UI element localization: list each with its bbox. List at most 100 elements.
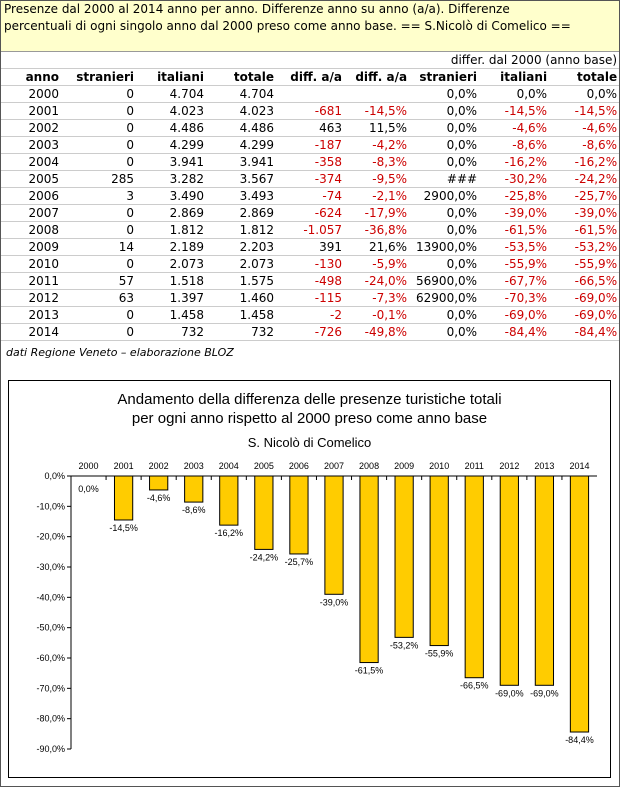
x-tick-label: 2010 xyxy=(429,461,449,471)
table-cell: -69,0% xyxy=(479,306,550,324)
table-cell: 2.203 xyxy=(206,238,276,256)
table-cell: -4,2% xyxy=(344,136,410,154)
column-header: totale xyxy=(206,68,276,86)
table-cell: -187 xyxy=(276,136,344,154)
table-cell: ### xyxy=(409,170,480,188)
table-row: 2013 0 1.458 1.458 -2 -0,1% 0,0% -69,0% -69,0% xyxy=(1,306,620,324)
data-label: -39,0% xyxy=(320,597,349,607)
table-cell: 0,0% xyxy=(409,85,480,103)
bar xyxy=(219,475,239,526)
table-cell: 0 xyxy=(61,119,136,137)
table-cell: -53,5% xyxy=(479,238,550,256)
table-cell: -9,5% xyxy=(344,170,410,188)
table-cell: 285 xyxy=(61,170,136,188)
data-label: -14,5% xyxy=(109,523,138,533)
table-cell: 1.575 xyxy=(206,272,276,290)
x-tick-label: 2014 xyxy=(569,461,589,471)
table-cell: -53,2% xyxy=(549,238,620,256)
bar xyxy=(534,475,555,686)
table-cell: 0,0% xyxy=(409,221,480,239)
table-cell: 0 xyxy=(61,323,136,341)
bar xyxy=(184,475,204,503)
data-label: -61,5% xyxy=(355,666,384,676)
table-cell: -49,8% xyxy=(344,323,410,341)
header-line-2: percentuali di ogni singolo anno dal 200… xyxy=(4,19,571,33)
table-cell: -17,9% xyxy=(344,204,410,222)
table-cell: -84,4% xyxy=(549,323,620,341)
header-line-1: Presenze dal 2000 al 2014 anno per anno.… xyxy=(4,2,510,16)
table-cell: 0 xyxy=(61,153,136,171)
table-row: 2012 63 1.397 1.460 -115 -7,3% 62900,0% -70,3% -… xyxy=(1,289,620,307)
table-cell: 1.812 xyxy=(136,221,206,239)
table-cell: -8,6% xyxy=(549,136,620,154)
table-cell: 2.189 xyxy=(136,238,206,256)
table-cell: 0 xyxy=(61,221,136,239)
table-cell: -8,6% xyxy=(479,136,550,154)
x-tick-label: 2006 xyxy=(289,461,309,471)
table-cell: 2.073 xyxy=(136,255,206,273)
table-cell: -4,6% xyxy=(479,119,550,137)
table-cell: -66,5% xyxy=(549,272,620,290)
chart-title-line-1: Andamento della differenza delle presenz… xyxy=(117,391,502,408)
table-cell: 3.493 xyxy=(206,187,276,205)
table-cell: 3.567 xyxy=(206,170,276,188)
x-tick-label: 2001 xyxy=(114,461,134,471)
column-header: stranieri xyxy=(61,68,136,86)
table-cell: -84,4% xyxy=(479,323,550,341)
table-cell: 2002 xyxy=(1,119,61,137)
table-cell: -61,5% xyxy=(549,221,620,239)
table-cell: 2010 xyxy=(1,255,61,273)
table-cell: 0 xyxy=(61,255,136,273)
table-cell: 1.460 xyxy=(206,289,276,307)
table-cell: -5,9% xyxy=(344,255,410,273)
table-cell: -726 xyxy=(276,323,344,341)
table-cell: 0,0% xyxy=(409,323,480,341)
table-cell: -358 xyxy=(276,153,344,171)
table-cell: -36,8% xyxy=(344,221,410,239)
table-cell: 11,5% xyxy=(344,119,410,137)
y-tick-label: -20,0% xyxy=(36,532,65,542)
table-cell: 391 xyxy=(276,238,344,256)
table-cell: 3.490 xyxy=(136,187,206,205)
data-label: -8,6% xyxy=(182,505,206,515)
column-header: stranieri xyxy=(409,68,480,86)
table-cell xyxy=(276,85,344,103)
table-cell: -115 xyxy=(276,289,344,307)
table-cell: 2008 xyxy=(1,221,61,239)
x-tick-label: 2013 xyxy=(534,461,554,471)
table-cell: 57 xyxy=(61,272,136,290)
data-table: differ. dal 2000 (anno base) anno stranie… xyxy=(1,52,620,341)
x-tick-label: 2004 xyxy=(219,461,239,471)
chart-container: Andamento della differenza delle presenz… xyxy=(8,380,611,778)
table-cell: 2012 xyxy=(1,289,61,307)
data-label: -16,2% xyxy=(215,528,244,538)
table-cell: 13900,0% xyxy=(409,238,480,256)
table-cell: -16,2% xyxy=(549,153,620,171)
table-cell: -14,5% xyxy=(479,102,550,120)
table-cell: -14,5% xyxy=(549,102,620,120)
data-label: -4,6% xyxy=(147,493,171,503)
table-cell: 732 xyxy=(206,323,276,341)
table-cell xyxy=(344,85,410,103)
table-cell: 1.458 xyxy=(206,306,276,324)
table-cell: -55,9% xyxy=(479,255,550,273)
data-label: -69,0% xyxy=(495,688,524,698)
data-label: -84,4% xyxy=(565,735,594,745)
data-label: -66,5% xyxy=(460,681,489,691)
table-cell: 4.299 xyxy=(136,136,206,154)
group-spacer xyxy=(1,52,410,69)
table-row: 2010 0 2.073 2.073 -130 -5,9% 0,0% -55,9% -55,9% xyxy=(1,255,620,273)
column-header: anno xyxy=(1,68,61,86)
bar xyxy=(113,475,134,521)
table-cell: 2900,0% xyxy=(409,187,480,205)
table-cell: 3 xyxy=(61,187,136,205)
y-tick-label: -10,0% xyxy=(36,501,65,511)
table-cell: -30,2% xyxy=(479,170,550,188)
table-cell: 2014 xyxy=(1,323,61,341)
table-cell: 4.023 xyxy=(136,102,206,120)
table-cell: 0,0% xyxy=(549,85,620,103)
column-header: diff. a/a xyxy=(344,68,410,86)
table-cell: -681 xyxy=(276,102,344,120)
chart-title-line-2: per ogni anno rispetto al 2000 preso com… xyxy=(131,410,488,427)
chart-subtitle: S. Nicolò di Comelico xyxy=(247,435,372,450)
